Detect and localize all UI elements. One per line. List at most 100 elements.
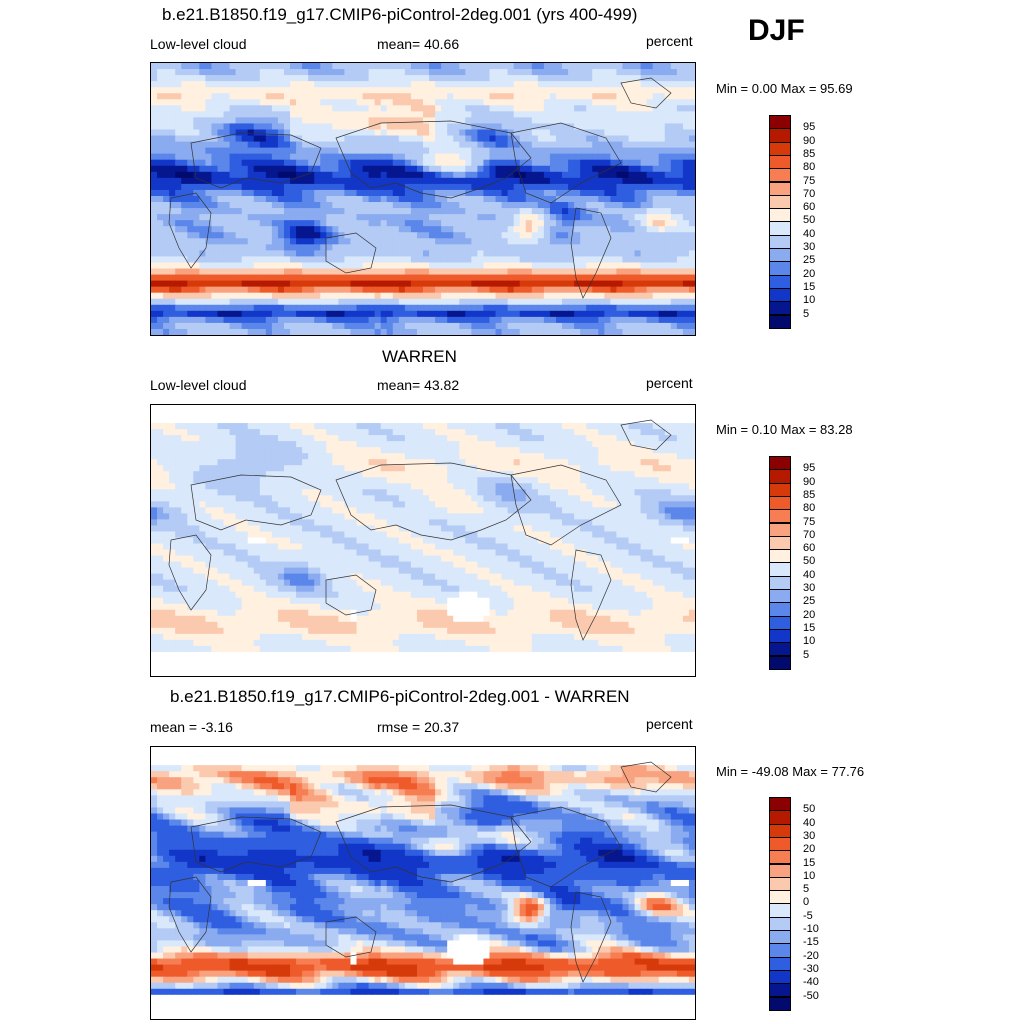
map-grid-cell: [253, 123, 261, 131]
map-grid-cell: [211, 405, 219, 412]
map-grid-cell: [326, 129, 333, 137]
map-grid-cell: [308, 435, 315, 442]
panel1-variable-label: Low-level cloud: [150, 36, 247, 52]
map-grid-cell: [380, 195, 388, 203]
map-grid-cell: [290, 226, 297, 233]
map-grid-cell: [181, 310, 188, 318]
map-grid-cell: [489, 411, 497, 418]
map-grid-cell: [404, 105, 412, 112]
map-grid-cell: [465, 135, 472, 143]
map-grid-cell: [664, 177, 672, 185]
map-grid-cell: [193, 429, 200, 436]
map-grid-cell: [163, 250, 170, 258]
map-grid-cell: [386, 123, 394, 131]
map-grid-cell: [658, 165, 666, 173]
map-grid-cell: [483, 292, 491, 300]
map-grid-cell: [344, 304, 352, 312]
map-grid-cell: [489, 274, 497, 282]
map-grid-cell: [580, 117, 587, 125]
map-grid-cell: [423, 99, 430, 106]
map-grid-cell: [169, 153, 176, 161]
map-grid-cell: [586, 417, 593, 424]
map-grid-cell: [265, 435, 273, 442]
map-grid-cell: [465, 238, 472, 245]
map-grid-cell: [314, 274, 321, 282]
map-grid-cell: [646, 405, 654, 412]
map-grid-cell: [465, 423, 472, 430]
map-grid-cell: [229, 238, 237, 245]
map-grid-cell: [223, 316, 231, 324]
map-grid-cell: [368, 208, 376, 215]
map-grid-cell: [404, 141, 412, 149]
map-grid-cell: [181, 165, 188, 173]
map-grid-cell: [519, 256, 527, 264]
map-grid-cell: [610, 129, 618, 137]
map-grid-cell: [308, 274, 315, 282]
map-grid-cell: [640, 195, 648, 203]
colorbar-swatch: [769, 208, 791, 223]
map-grid-cell: [513, 232, 521, 239]
map-grid-cell: [344, 183, 352, 191]
map-grid-cell: [640, 244, 648, 251]
map-grid-cell: [199, 411, 206, 418]
panel2-map-field: [151, 405, 695, 676]
map-grid-cell: [622, 292, 630, 300]
map-grid-cell: [416, 232, 424, 239]
map-grid-cell: [555, 141, 563, 149]
map-grid-cell: [483, 135, 491, 143]
map-grid-cell: [447, 220, 454, 227]
season-label: DJF: [748, 14, 805, 47]
map-grid-cell: [332, 87, 339, 94]
map-grid-cell: [320, 105, 327, 112]
map-grid-cell: [658, 316, 666, 324]
map-grid-cell: [622, 75, 630, 82]
map-grid-cell: [483, 441, 491, 448]
map-grid-cell: [477, 256, 485, 264]
map-grid-cell: [616, 429, 624, 436]
map-grid-cell: [670, 423, 678, 430]
map-grid-cell: [356, 298, 364, 306]
map-grid-cell: [646, 268, 654, 276]
map-grid-cell: [175, 268, 182, 276]
map-grid-cell: [646, 292, 654, 300]
map-grid-cell: [513, 429, 521, 436]
map-grid-cell: [175, 135, 182, 143]
map-grid-cell: [332, 99, 339, 106]
map-grid-cell: [344, 262, 352, 270]
map-grid-cell: [495, 171, 503, 179]
map-grid-cell: [259, 304, 267, 312]
map-grid-cell: [410, 274, 418, 282]
map-grid-cell: [501, 111, 509, 118]
map-grid-cell: [555, 429, 563, 436]
map-grid-cell: [362, 165, 370, 173]
map-grid-cell: [380, 105, 388, 112]
map-grid-cell: [598, 135, 605, 143]
map-grid-cell: [441, 310, 448, 318]
map-grid-cell: [253, 441, 261, 448]
map-grid-cell: [380, 93, 388, 100]
map-grid-cell: [441, 316, 448, 324]
map-grid-cell: [682, 105, 690, 112]
map-grid-cell: [338, 328, 346, 335]
map-grid-cell: [423, 165, 430, 173]
map-grid-cell: [616, 177, 624, 185]
map-grid-cell: [580, 244, 587, 251]
map-grid-cell: [586, 135, 593, 143]
map-grid-cell: [525, 274, 533, 282]
map-grid-cell: [453, 459, 460, 466]
map-grid-cell: [429, 123, 436, 131]
map-grid-cell: [423, 316, 430, 324]
map-grid-cell: [296, 298, 303, 306]
map-grid-cell: [416, 250, 424, 258]
map-grid-cell: [181, 280, 188, 288]
map-grid-cell: [628, 195, 636, 203]
map-grid-cell: [296, 141, 303, 149]
map-grid-cell: [664, 250, 672, 258]
map-grid-cell: [277, 171, 285, 179]
map-grid-cell: [459, 459, 466, 466]
map-grid-cell: [205, 93, 213, 100]
map-grid-cell: [344, 105, 352, 112]
map-grid-cell: [338, 220, 346, 227]
map-grid-cell: [380, 423, 388, 430]
map-grid-cell: [386, 171, 394, 179]
